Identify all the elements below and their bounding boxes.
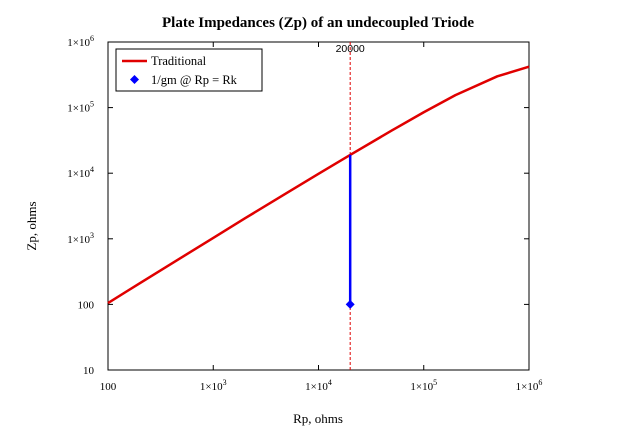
legend: Traditional 1/gm @ Rp = Rk xyxy=(115,48,263,92)
y-tick-label-exponent: 5 xyxy=(90,100,94,109)
y-tick-label-base: 10 xyxy=(83,365,95,377)
legend-label-1gm: 1/gm @ Rp = Rk xyxy=(151,73,238,87)
y-tick-label: 10 xyxy=(83,365,95,377)
legend-marker-1gm xyxy=(130,75,139,84)
y-tick-label: 1×103 xyxy=(67,231,94,246)
x-tick-label: 1×104 xyxy=(305,378,332,393)
x-tick-label-exponent: 5 xyxy=(433,378,437,387)
series-line-traditional xyxy=(107,65,530,305)
x-tick-label: 1×106 xyxy=(516,378,543,393)
y-tick-label-base: 1×10 xyxy=(67,168,90,180)
plot-frame xyxy=(107,41,530,371)
y-tick-label-exponent: 4 xyxy=(90,165,94,174)
x-tick-label-exponent: 6 xyxy=(538,378,542,387)
x-tick-label-base: 1×10 xyxy=(200,381,223,393)
y-tick-label-exponent: 6 xyxy=(90,34,94,43)
x-tick-label: 1×105 xyxy=(410,378,437,393)
legend-box xyxy=(115,48,263,92)
x-tick-label-base: 1×10 xyxy=(305,381,328,393)
plot-area: 100 1×103 1×104 1×105 1×106 101001×1031×1041… xyxy=(67,34,542,393)
series-layer xyxy=(107,65,530,309)
y-tick-label-exponent: 3 xyxy=(90,231,94,240)
x-tick-label-base: 100 xyxy=(100,381,117,393)
y-tick-label-base: 1×10 xyxy=(67,37,90,49)
y-axis-label: Zp, ohms xyxy=(24,201,39,250)
x-tick-label-exponent: 4 xyxy=(328,378,332,387)
x-axis-label: Rp, ohms xyxy=(293,411,343,426)
x-axis-ticks: 100 1×103 1×104 1×105 1×106 xyxy=(100,42,543,393)
y-tick-label: 1×104 xyxy=(67,165,94,180)
x-tick-label: 1×103 xyxy=(200,378,227,393)
legend-label-traditional: Traditional xyxy=(151,54,207,68)
chart-title: Plate Impedances (Zp) of an undecoupled … xyxy=(162,15,474,31)
y-tick-label-base: 1×10 xyxy=(67,103,90,115)
annotation-label: 20000 xyxy=(336,43,365,55)
x-tick-label-base: 1×10 xyxy=(410,381,433,393)
y-tick-label: 1×106 xyxy=(67,34,94,49)
x-tick-label-base: 1×10 xyxy=(516,381,539,393)
data-point-1gm xyxy=(345,299,355,309)
y-tick-label: 100 xyxy=(78,299,95,311)
x-tick-label: 100 xyxy=(100,381,117,393)
x-tick-label-exponent: 3 xyxy=(223,378,227,387)
y-tick-label-base: 100 xyxy=(78,299,95,311)
annotations: 20000 xyxy=(336,42,365,370)
y-tick-label-base: 1×10 xyxy=(67,234,90,246)
y-tick-label: 1×105 xyxy=(67,100,94,115)
